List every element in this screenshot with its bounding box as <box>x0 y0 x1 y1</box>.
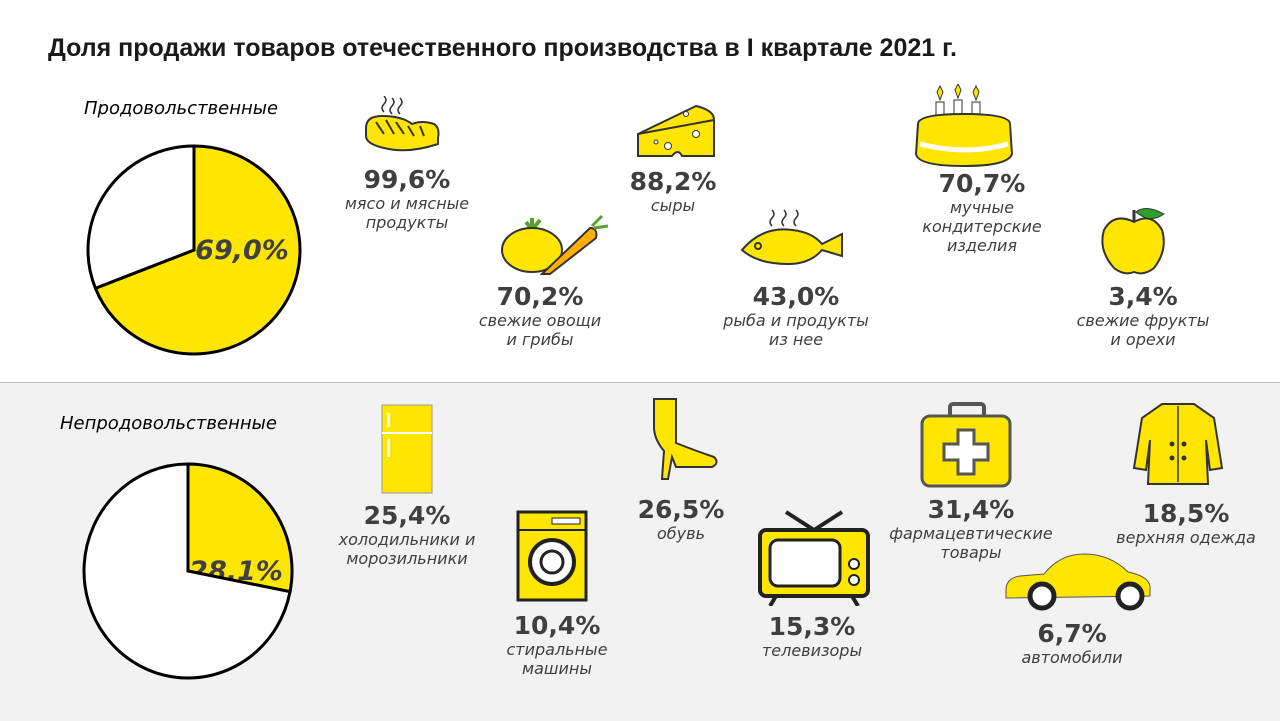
item-label: сыры <box>650 196 696 215</box>
food-item-fish: 43,0% рыба и продукты из нее <box>723 282 869 350</box>
pct-value: 31,4% <box>927 495 1015 524</box>
nonfood-item-washing-machines: 10,4% стиральные машины <box>506 611 608 679</box>
car-icon <box>1005 553 1151 611</box>
washing-machine-icon <box>516 510 588 602</box>
first-aid-icon <box>920 402 1012 488</box>
steak-icon <box>365 96 440 152</box>
food-pie-chart: 69,0% <box>86 144 302 356</box>
nonfood-item-fridges: 25,4% холодильники и морозильники <box>338 501 476 569</box>
item-label: обувь <box>657 524 705 543</box>
pct-value: 18,5% <box>1142 499 1230 528</box>
cake-icon <box>914 84 1014 168</box>
item-label: телевизоры <box>761 641 863 660</box>
pct-value: 70,7% <box>938 169 1026 198</box>
pct-value: 10,4% <box>513 611 601 640</box>
pie-slice-прочие <box>86 144 196 291</box>
tv-icon <box>758 510 870 606</box>
pct-value: 15,3% <box>768 612 856 641</box>
fish-icon <box>740 209 843 266</box>
pct-value: 3,4% <box>1108 282 1178 311</box>
nonfood-section-label: Непродовольственные <box>60 413 277 434</box>
fridge-icon <box>381 404 433 494</box>
item-label: верхняя одежда <box>1116 528 1256 547</box>
food-item-fruits: 3,4% свежие фрукты и орехи <box>1076 282 1210 350</box>
item-label: мучные <box>950 198 1014 217</box>
nonfood-item-tv: 15,3% телевизоры <box>761 612 863 661</box>
food-item-confectionery: 70,7% мучные кондитерские изделия <box>922 169 1042 256</box>
food-item-meat: 99,6% мясо и мясные продукты <box>344 165 470 233</box>
apple-icon <box>1101 208 1165 275</box>
item-label: из нее <box>768 330 824 349</box>
pct-value: 6,7% <box>1037 619 1107 648</box>
item-label: кондитерские <box>922 217 1042 236</box>
item-label: фармацевтические <box>889 524 1053 543</box>
pct-value: 99,6% <box>363 165 451 194</box>
boot-icon <box>653 398 718 480</box>
pie-slice-отечественные <box>186 462 294 594</box>
item-label: рыба и продукты <box>723 311 869 330</box>
item-label: и грибы <box>506 330 574 349</box>
item-label: свежие овощи <box>478 311 602 330</box>
nonfood-item-outerwear: 18,5% верхняя одежда <box>1116 499 1256 548</box>
item-label: автомобили <box>1021 648 1123 667</box>
item-label: морозильники <box>346 549 468 568</box>
nonfood-item-pharma: 31,4% фармацевтические товары <box>889 495 1053 563</box>
pie-slice-прочие <box>82 462 292 680</box>
page-title: Доля продажи товаров отечественного прои… <box>48 34 957 62</box>
pct-value: 26,5% <box>637 495 725 524</box>
item-label: стиральные <box>506 640 608 659</box>
item-label: мясо и мясные <box>344 194 470 213</box>
pct-value: 43,0% <box>752 282 840 311</box>
food-item-vegetables: 70,2% свежие овощи и грибы <box>478 282 602 350</box>
item-label: товары <box>940 543 1002 562</box>
vegetables-icon <box>501 214 609 275</box>
food-section-label: Продовольственные <box>84 98 279 119</box>
nonfood-pie-chart: 28,1% <box>82 462 294 680</box>
item-label: машины <box>521 659 593 678</box>
pct-value: 88,2% <box>629 167 717 196</box>
nonfood-item-footwear: 26,5% обувь <box>637 495 725 544</box>
pct-value: 70,2% <box>496 282 584 311</box>
item-label: и орехи <box>1110 330 1176 349</box>
pie-slice-отечественные <box>93 144 302 356</box>
cheese-icon <box>637 104 715 157</box>
pie-data-label: 69,0% <box>195 235 289 266</box>
item-label: свежие фрукты <box>1076 311 1210 330</box>
food-item-cheese: 88,2% сыры <box>629 167 717 216</box>
item-label: продукты <box>365 213 449 232</box>
nonfood-item-cars: 6,7% автомобили <box>1021 619 1123 668</box>
item-label: изделия <box>946 236 1018 255</box>
item-label: холодильники и <box>338 530 476 549</box>
coat-icon <box>1132 403 1224 485</box>
pct-value: 25,4% <box>363 501 451 530</box>
